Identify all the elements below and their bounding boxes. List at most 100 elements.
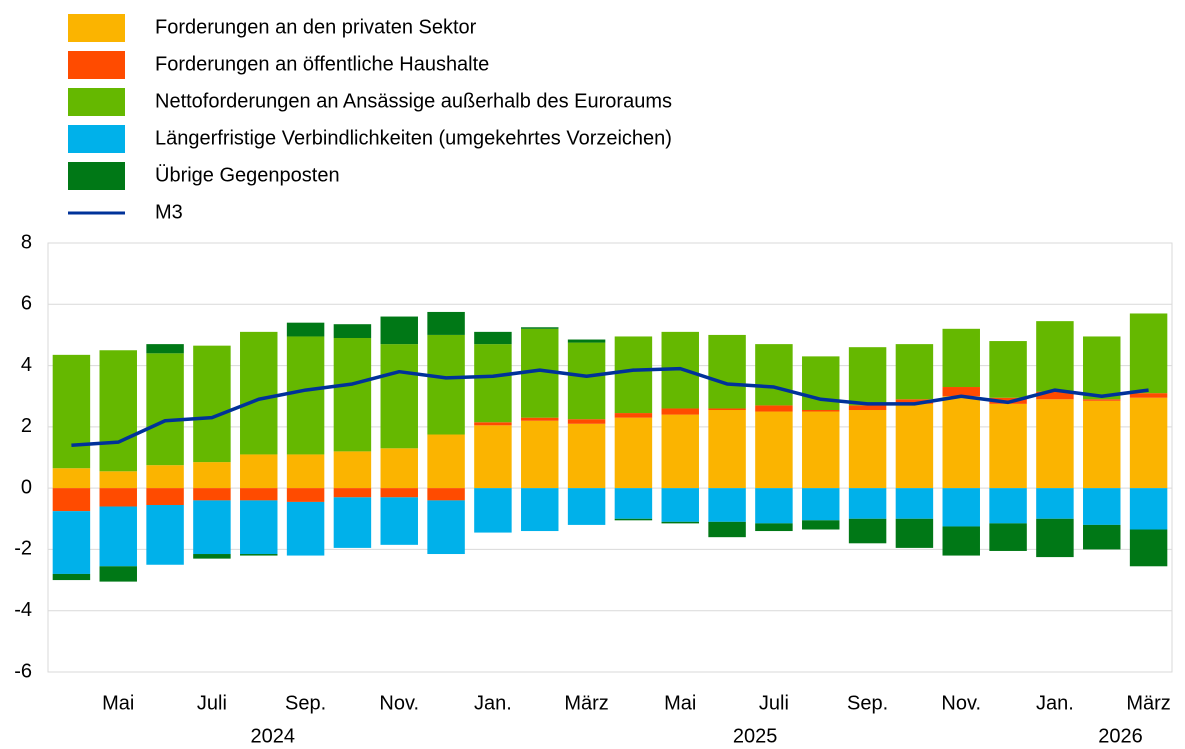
bar-segment xyxy=(521,417,559,421)
bar-segment xyxy=(1129,313,1168,394)
y-tick-label: 6 xyxy=(21,293,32,315)
bar-segment xyxy=(708,334,746,409)
bar-segment xyxy=(1129,488,1168,530)
bar-segment xyxy=(427,488,465,501)
y-tick-label: 2 xyxy=(21,415,32,437)
bar-segment xyxy=(380,448,418,489)
legend-swatch xyxy=(68,125,125,153)
x-tick-label: März xyxy=(564,692,608,714)
bar-segment xyxy=(146,353,184,466)
bar-segment xyxy=(99,350,137,472)
bar-segment xyxy=(614,336,653,414)
bar-segment xyxy=(474,344,512,423)
x-tick-label: Nov. xyxy=(379,692,419,714)
bar-segment xyxy=(474,422,512,426)
bar-segment xyxy=(614,417,653,489)
year-label: 2024 xyxy=(251,725,296,744)
bar-segment xyxy=(661,408,699,415)
bar-segment xyxy=(942,328,980,388)
bar-segment xyxy=(567,423,606,489)
bar-segment xyxy=(240,454,278,489)
bar-segment xyxy=(708,408,746,411)
y-tick-label: -4 xyxy=(14,599,32,621)
bar-segment xyxy=(427,434,465,489)
bar-segment xyxy=(474,425,512,489)
bar-segment xyxy=(427,500,465,555)
bar-segment xyxy=(942,526,980,556)
bar-segment xyxy=(755,405,793,412)
bar-segment xyxy=(848,518,887,544)
bar-segment xyxy=(848,410,887,489)
bar-segment xyxy=(989,488,1027,524)
bar-segment xyxy=(427,311,465,335)
bar-segment xyxy=(755,411,793,489)
legend-label: Längerfristige Verbindlichkeiten (umgeke… xyxy=(155,127,672,149)
bar-segment xyxy=(286,454,325,489)
y-tick-label: 4 xyxy=(21,354,32,376)
bar-segment xyxy=(240,554,278,556)
bar-segment xyxy=(333,497,372,548)
bar-segment xyxy=(521,327,559,329)
y-tick-label: 0 xyxy=(21,476,32,498)
bar-segment xyxy=(146,504,184,565)
bar-segment xyxy=(380,497,418,545)
bar-segment xyxy=(146,488,184,505)
bar-segment xyxy=(567,339,606,343)
bar-segment xyxy=(333,488,372,498)
bar-segment xyxy=(895,399,934,404)
bar-segment xyxy=(474,488,512,533)
legend-label: Nettoforderungen an Ansässige außerhalb … xyxy=(155,90,672,112)
bar-segment xyxy=(614,518,653,521)
year-label: 2026 xyxy=(1098,725,1143,744)
bar-segment xyxy=(52,468,91,489)
x-tick-label: Jan. xyxy=(1036,692,1074,714)
bar-segment xyxy=(1129,393,1168,398)
bar-segment xyxy=(614,413,653,418)
bar-segment xyxy=(755,523,793,532)
bar-segment xyxy=(1036,488,1074,519)
bar-segment xyxy=(802,411,840,489)
bar-segment xyxy=(99,566,137,582)
bar-segment xyxy=(567,488,606,525)
bar-segment xyxy=(380,316,418,345)
bar-segment xyxy=(848,488,887,519)
x-tick-label: Mai xyxy=(664,692,696,714)
x-tick-label: Jan. xyxy=(474,692,512,714)
bar-segment xyxy=(99,488,137,507)
legend-label: M3 xyxy=(155,201,183,223)
bar-segment xyxy=(895,518,934,548)
x-tick-label: Juli xyxy=(197,692,227,714)
bar-segment xyxy=(942,488,980,527)
bar-segment xyxy=(942,396,980,489)
bar-segment xyxy=(1083,524,1121,550)
bar-segment xyxy=(848,347,887,406)
bar-segment xyxy=(240,488,278,501)
bar-segment xyxy=(521,488,559,532)
legend-label: Übrige Gegenposten xyxy=(155,164,340,186)
bar-segment xyxy=(193,500,231,555)
bar-segment xyxy=(848,405,887,411)
bar-segment xyxy=(1083,336,1121,400)
bar-segment xyxy=(802,410,840,412)
x-tick-label: Juli xyxy=(759,692,789,714)
bar-segment xyxy=(286,488,325,502)
bar-segment xyxy=(99,471,137,489)
bar-segment xyxy=(755,344,793,406)
bar-segment xyxy=(614,488,653,519)
bar-segment xyxy=(240,331,278,455)
bar-segment xyxy=(52,354,91,469)
bar-segment xyxy=(286,501,325,556)
bar-segment xyxy=(708,521,746,538)
bar-segment xyxy=(708,410,746,489)
bar-segment xyxy=(1036,399,1074,489)
bar-segment xyxy=(1129,529,1168,567)
x-tick-label: Mai xyxy=(102,692,134,714)
x-tick-label: Sep. xyxy=(847,692,888,714)
bar-segment xyxy=(661,414,699,489)
bar-segment xyxy=(895,344,934,400)
bar-segment xyxy=(1083,399,1121,401)
bar-segment xyxy=(802,488,840,521)
bar-segment xyxy=(989,523,1027,551)
bar-segment xyxy=(1083,488,1121,525)
bar-segment xyxy=(193,488,231,501)
